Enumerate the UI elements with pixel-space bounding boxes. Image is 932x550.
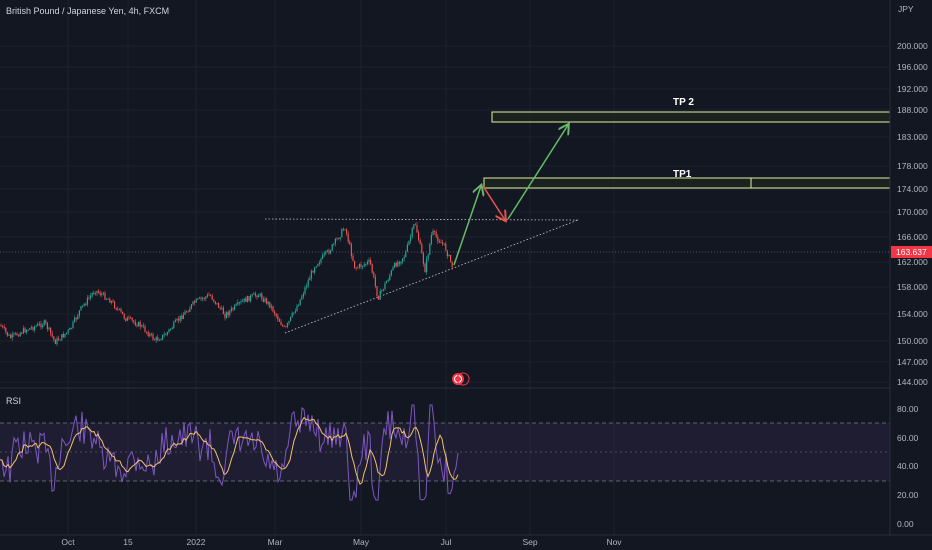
time-tick-label: Sep — [522, 537, 537, 547]
time-axis[interactable]: Oct 15 2022 Mar May Jul Sep Nov — [61, 537, 622, 547]
price-tick-label: 178.000 — [897, 161, 928, 171]
resistance-line[interactable] — [264, 218, 579, 221]
price-axis[interactable]: 200.000 196.000 192.000 188.000 183.000 178.0… — [897, 41, 928, 387]
rsi-line — [0, 404, 459, 501]
time-tick-label: Oct — [61, 537, 75, 547]
price-tick-label: 150.000 — [897, 336, 928, 346]
rsi-tick-label: 20.00 — [897, 490, 919, 500]
price-tick-label: 192.000 — [897, 84, 928, 94]
price-tick-label: 174.000 — [897, 184, 928, 194]
price-tick-label: 162.000 — [897, 257, 928, 267]
price-tick-label: 196.000 — [897, 62, 928, 72]
price-tick-label: 158.000 — [897, 282, 928, 292]
price-tick-label: 188.000 — [897, 105, 928, 115]
arrow-up-1[interactable] — [453, 186, 481, 266]
tp2-label: TP 2 — [673, 97, 694, 108]
arrow-down[interactable] — [482, 185, 505, 220]
price-tick-label: 183.000 — [897, 132, 928, 142]
rsi-ma-line — [0, 416, 459, 485]
symbol-title[interactable]: British Pound / Japanese Yen, 4h, FXCM — [6, 6, 170, 16]
event-marker-icon[interactable] — [452, 372, 470, 386]
time-tick-label: Mar — [268, 537, 283, 547]
price-tick-label: 147.000 — [897, 357, 928, 367]
time-tick-label: Jul — [441, 537, 452, 547]
price-candles — [0, 222, 453, 347]
rsi-tick-label: 40.00 — [897, 461, 919, 471]
currency-label: JPY — [898, 4, 914, 14]
tp2-zone[interactable] — [491, 111, 891, 123]
current-price-value: 163.637 — [896, 247, 927, 257]
arrow-up-2[interactable] — [507, 125, 568, 220]
price-tick-label: 144.000 — [897, 377, 928, 387]
current-price-badge — [891, 246, 932, 258]
rsi-tick-label: 80.00 — [897, 404, 919, 414]
time-tick-label: 2022 — [187, 537, 206, 547]
time-tick-label: Nov — [606, 537, 622, 547]
price-tick-label: 170.000 — [897, 207, 928, 217]
rsi-indicator-label[interactable]: RSI — [6, 396, 22, 406]
rsi-tick-label: 60.00 — [897, 433, 919, 443]
price-tick-label: 200.000 — [897, 41, 928, 51]
tp1-label: TP1 — [673, 169, 692, 180]
price-tick-label: 166.000 — [897, 232, 928, 242]
price-tick-label: 154.000 — [897, 309, 928, 319]
time-tick-label: May — [353, 537, 370, 547]
rsi-axis[interactable]: 80.00 60.00 40.00 20.00 0.00 — [897, 404, 919, 529]
grid — [0, 0, 890, 535]
time-tick-label: 15 — [123, 537, 133, 547]
rsi-tick-label: 0.00 — [897, 519, 914, 529]
